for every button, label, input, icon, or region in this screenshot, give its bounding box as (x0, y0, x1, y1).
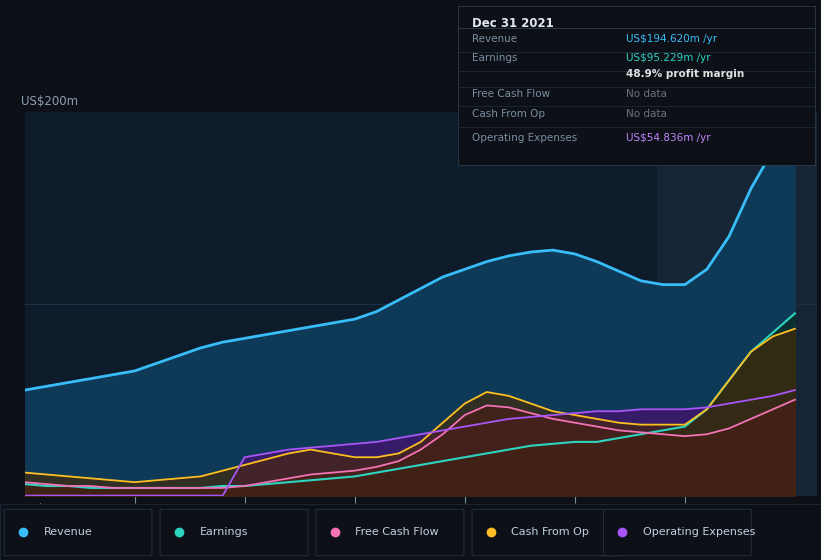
FancyBboxPatch shape (603, 510, 751, 556)
Text: US$200m: US$200m (21, 95, 78, 108)
FancyBboxPatch shape (160, 510, 308, 556)
FancyBboxPatch shape (472, 510, 620, 556)
Text: 48.9% profit margin: 48.9% profit margin (626, 69, 744, 80)
Text: Earnings: Earnings (200, 527, 248, 537)
Text: Earnings: Earnings (472, 54, 518, 63)
Bar (658, 112, 817, 496)
Text: US$194.620m /yr: US$194.620m /yr (626, 34, 717, 44)
Text: US$54.836m /yr: US$54.836m /yr (626, 133, 711, 143)
Text: Free Cash Flow: Free Cash Flow (355, 527, 439, 537)
Text: US$95.229m /yr: US$95.229m /yr (626, 54, 711, 63)
Text: Revenue: Revenue (44, 527, 92, 537)
Text: US$0: US$0 (21, 503, 52, 516)
Text: Operating Expenses: Operating Expenses (472, 133, 578, 143)
Text: Revenue: Revenue (472, 34, 517, 44)
Text: Operating Expenses: Operating Expenses (643, 527, 755, 537)
Text: No data: No data (626, 88, 667, 99)
Text: Dec 31 2021: Dec 31 2021 (472, 17, 554, 30)
Text: Free Cash Flow: Free Cash Flow (472, 88, 551, 99)
Text: Cash From Op: Cash From Op (511, 527, 589, 537)
Text: Cash From Op: Cash From Op (472, 109, 545, 119)
FancyBboxPatch shape (4, 510, 152, 556)
FancyBboxPatch shape (316, 510, 464, 556)
Text: No data: No data (626, 109, 667, 119)
